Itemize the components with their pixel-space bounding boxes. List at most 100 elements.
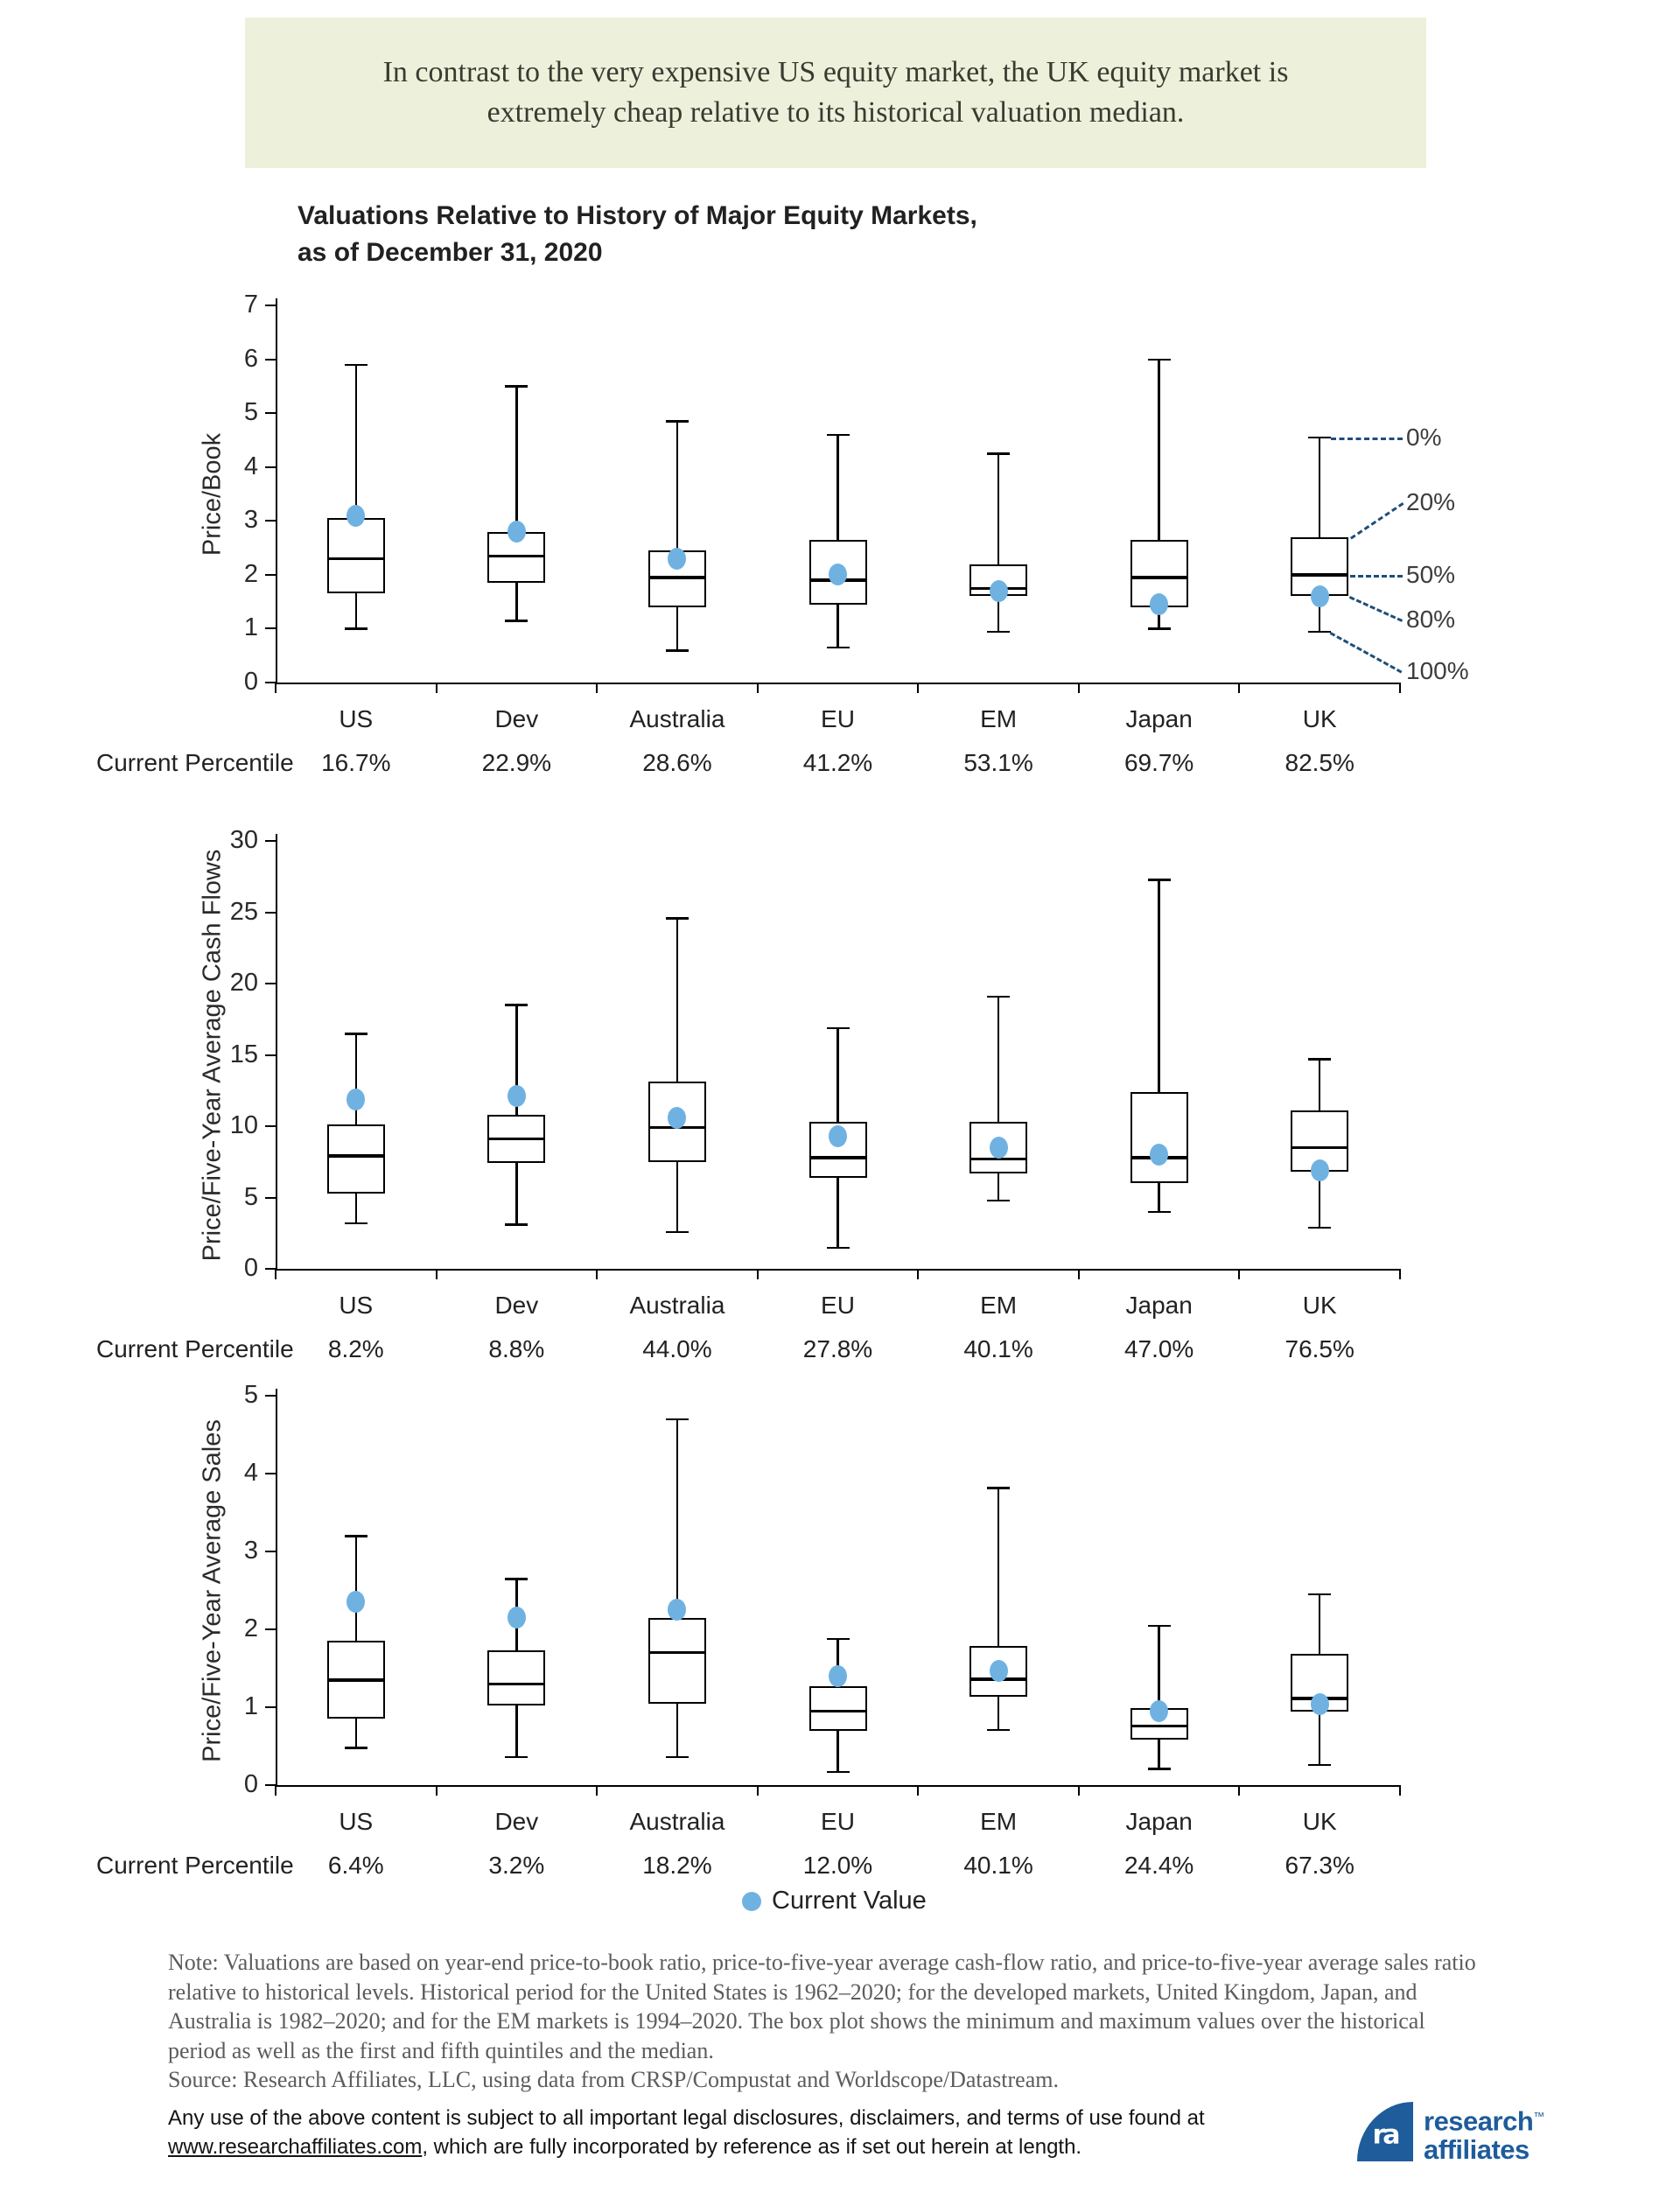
annotation-line-50% [1350, 574, 1403, 578]
whisker-cap-max-australia [665, 1418, 689, 1421]
y-axis-title: Price/Book [198, 432, 227, 556]
category-label-us: US [339, 1808, 374, 1835]
note-line: Note: Valuations are based on year-end p… [168, 1950, 1476, 1975]
x-axis-tick [275, 1269, 276, 1279]
whisker-cap-min-uk [1308, 630, 1332, 633]
category-label-dev: Dev [494, 1808, 539, 1835]
current-value-dot-uk [1310, 1159, 1329, 1182]
current-value-dot-eu [829, 564, 847, 586]
median-line-dev [487, 1137, 546, 1141]
whisker-cap-min-japan [1147, 1768, 1171, 1770]
x-axis-tick [756, 1785, 759, 1796]
y-tick-label: 5 [243, 1380, 258, 1409]
research-affiliates-logo: ra research™ affiliates [1357, 2102, 1544, 2164]
current-value-dot-dev [507, 1607, 526, 1629]
box-australia [648, 1617, 706, 1704]
x-axis-tick [596, 683, 598, 693]
ra-monogram-icon: ra [1357, 2102, 1413, 2161]
whisker-cap-max-em [987, 452, 1011, 455]
note-line: Australia is 1982–2020; and for the EM m… [168, 2008, 1425, 2034]
x-axis-tick [1399, 1269, 1401, 1279]
x-axis-tick [435, 683, 438, 693]
whisker-dev [515, 1005, 518, 1225]
current-percentile-row-label: Current Percentile [96, 1335, 294, 1362]
percentile-value-dev: 8.8% [488, 1335, 545, 1362]
y-axis [276, 834, 277, 1269]
percentile-value-uk: 76.5% [1284, 1335, 1354, 1362]
category-label-uk: UK [1302, 1292, 1337, 1319]
median-line-us [326, 1678, 385, 1682]
whisker-cap-min-us [344, 1747, 368, 1749]
y-axis-tick [265, 1473, 276, 1474]
whisker-uk [1318, 437, 1321, 632]
category-label-australia: Australia [629, 1292, 725, 1319]
current-value-dot-em [989, 579, 1008, 602]
note-block: Note: Valuations are based on year-end p… [168, 1948, 1594, 2095]
whisker-cap-max-japan [1147, 358, 1171, 361]
percentile-value-us: 16.7% [321, 749, 391, 776]
percentile-value-eu: 12.0% [802, 1852, 873, 1879]
y-tick-label: 6 [243, 344, 258, 373]
category-label-em: EM [980, 1292, 1018, 1319]
y-tick-label: 15 [229, 1040, 258, 1068]
y-tick-label: 20 [229, 968, 258, 997]
median-line-australia [648, 576, 706, 579]
legend-label: Current Value [772, 1887, 927, 1915]
median-line-dev [487, 1682, 546, 1686]
box-us [326, 518, 385, 594]
whisker-cap-max-australia [665, 420, 689, 423]
whisker-japan [1158, 1625, 1160, 1769]
percentile-value-japan: 47.0% [1124, 1335, 1194, 1362]
box-japan [1130, 1091, 1188, 1184]
figure-title-line2: as of December 31, 2020 [298, 238, 603, 267]
x-axis-tick [1399, 683, 1401, 693]
current-value-dot-eu [829, 1664, 847, 1687]
whisker-cap-max-us [344, 363, 368, 367]
whisker-cap-max-japan [1147, 1624, 1171, 1628]
website-link[interactable]: www.researchaffiliates.com [168, 2135, 423, 2159]
whisker-cap-min-eu [826, 1246, 850, 1250]
whisker-cap-min-japan [1147, 627, 1171, 630]
median-line-us [326, 1154, 385, 1158]
y-tick-label: 1 [243, 613, 258, 642]
y-axis-tick [265, 911, 276, 914]
current-value-dot-dev [507, 1085, 526, 1108]
current-value-dot-em [989, 1659, 1008, 1682]
figure-title-line1: Valuations Relative to History of Major … [298, 201, 977, 230]
current-value-dot-dev [507, 521, 526, 543]
y-axis-tick [265, 682, 276, 683]
category-label-us: US [339, 705, 374, 732]
y-tick-label: 4 [243, 452, 258, 480]
x-axis-tick [756, 1269, 759, 1279]
current-value-dot-uk [1310, 1692, 1329, 1715]
whisker-cap-max-us [344, 1535, 368, 1537]
category-label-uk: UK [1302, 1808, 1337, 1835]
y-tick-label: 7 [243, 290, 258, 319]
note-line: relative to historical levels. Historica… [168, 1978, 1418, 2005]
whisker-cap-max-uk [1308, 436, 1332, 439]
category-label-australia: Australia [629, 1808, 725, 1835]
percentile-value-dev: 3.2% [488, 1852, 545, 1879]
percentile-value-us: 8.2% [327, 1335, 384, 1362]
median-line-uk [1291, 1145, 1349, 1150]
category-label-em: EM [980, 1808, 1018, 1835]
median-line-uk [1291, 573, 1349, 577]
annotation-label-50%: 50% [1406, 560, 1456, 588]
x-axis-tick [917, 1269, 920, 1279]
annotation-line-20% [1350, 501, 1404, 540]
x-axis [276, 1269, 1400, 1271]
y-axis-tick [265, 1706, 276, 1708]
trademark-symbol: ™ [1533, 2110, 1544, 2123]
x-axis-tick [435, 1785, 438, 1796]
percentile-value-uk: 67.3% [1284, 1852, 1354, 1879]
box-dev [487, 1650, 546, 1706]
y-axis-tick [265, 412, 276, 415]
whisker-cap-min-japan [1147, 1210, 1171, 1214]
y-axis-tick [265, 358, 276, 361]
percentile-value-em: 40.1% [963, 1335, 1033, 1362]
current-value-dot-icon [742, 1891, 761, 1911]
y-tick-label: 30 [229, 825, 258, 854]
current-value-dot-us [346, 504, 366, 527]
whisker-em [997, 996, 1000, 1201]
